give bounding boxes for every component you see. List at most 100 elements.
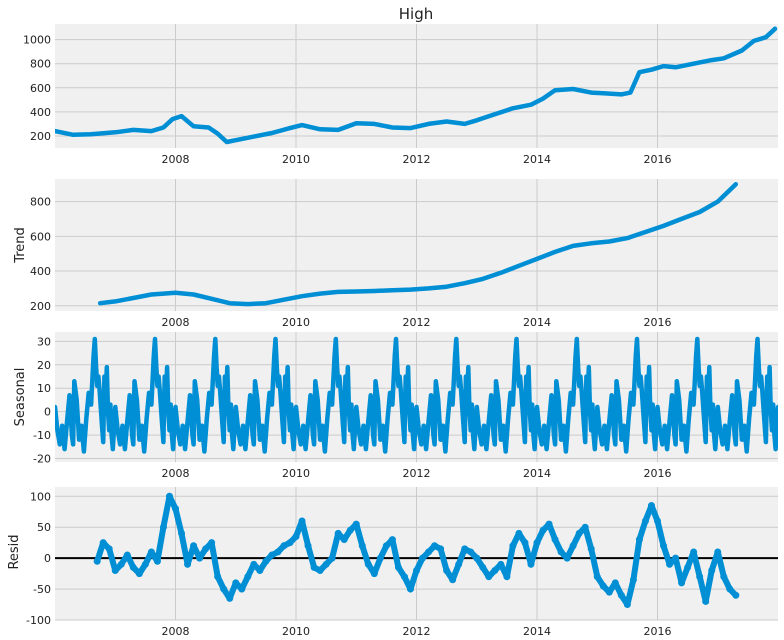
resid-point bbox=[268, 551, 276, 559]
resid-point bbox=[467, 548, 475, 556]
resid-point bbox=[334, 529, 342, 537]
resid-point bbox=[159, 523, 167, 531]
resid-point bbox=[660, 542, 668, 550]
resid-point bbox=[563, 554, 571, 562]
resid-point bbox=[400, 573, 408, 581]
resid-point bbox=[99, 539, 107, 547]
resid-point bbox=[406, 585, 414, 593]
y-tick-label: 200 bbox=[30, 300, 51, 313]
resid-point bbox=[635, 536, 643, 544]
resid-point bbox=[280, 542, 288, 550]
y-tick-label: 50 bbox=[37, 521, 51, 534]
panel-resid: 2008 2010 2012 2014 2016 -100 -50 0 50 100 Resid bbox=[7, 487, 778, 638]
resid-point bbox=[503, 573, 511, 581]
resid-point bbox=[226, 594, 234, 602]
y-tick-label: -20 bbox=[33, 452, 51, 465]
resid-point bbox=[714, 548, 722, 556]
plot-area bbox=[97, 181, 739, 307]
resid-point bbox=[708, 567, 716, 575]
resid-point bbox=[165, 492, 173, 500]
resid-point bbox=[497, 560, 505, 568]
resid-point bbox=[292, 532, 300, 540]
panel-trend: 2008 2010 2012 2014 2016 200 400 600 800 Trend bbox=[13, 179, 778, 329]
x-tick-label: 2016 bbox=[644, 153, 672, 166]
x-tick-label: 2012 bbox=[403, 625, 431, 638]
resid-point bbox=[141, 560, 149, 568]
resid-point bbox=[732, 591, 740, 599]
resid-point bbox=[623, 601, 631, 609]
x-tick-label: 2016 bbox=[644, 625, 672, 638]
resid-point bbox=[244, 573, 252, 581]
x-tick-label: 2016 bbox=[644, 316, 672, 329]
resid-point bbox=[587, 545, 595, 553]
series-line bbox=[97, 181, 739, 307]
y-axis-label: Seasonal bbox=[13, 368, 28, 427]
resid-point bbox=[129, 563, 137, 571]
y-tick-label: 100 bbox=[30, 490, 51, 503]
resid-point bbox=[425, 548, 433, 556]
y-tick-label: -10 bbox=[33, 429, 51, 442]
resid-point bbox=[654, 517, 661, 525]
y-tick-label: 1000 bbox=[23, 34, 51, 47]
resid-point bbox=[455, 560, 463, 568]
y-tick-label: 600 bbox=[30, 82, 51, 95]
resid-point bbox=[557, 548, 565, 556]
x-tick-label: 2010 bbox=[282, 153, 310, 166]
y-axis-label: Resid bbox=[7, 534, 22, 569]
resid-point bbox=[298, 517, 306, 525]
y-tick-label: 0 bbox=[44, 406, 51, 419]
resid-point bbox=[178, 529, 186, 537]
y-tick-label: -50 bbox=[33, 583, 51, 596]
resid-point bbox=[629, 576, 637, 584]
resid-point bbox=[352, 520, 360, 528]
x-tick-label: 2012 bbox=[403, 153, 431, 166]
resid-point bbox=[153, 557, 161, 565]
resid-point bbox=[238, 585, 246, 593]
plot-area bbox=[55, 492, 778, 609]
y-tick-label: 600 bbox=[30, 230, 51, 243]
resid-point bbox=[581, 523, 589, 531]
resid-point bbox=[569, 542, 577, 550]
resid-point bbox=[316, 567, 324, 575]
x-tick-label: 2008 bbox=[162, 153, 190, 166]
resid-point bbox=[678, 579, 686, 587]
resid-point bbox=[394, 563, 402, 571]
x-tick-label: 2008 bbox=[162, 467, 190, 480]
resid-point bbox=[190, 542, 198, 550]
resid-point bbox=[388, 536, 396, 544]
x-tick-label: 2016 bbox=[644, 467, 672, 480]
x-tick-label: 2008 bbox=[162, 625, 190, 638]
resid-point bbox=[232, 579, 240, 587]
x-tick-label: 2010 bbox=[282, 625, 310, 638]
resid-point bbox=[647, 502, 655, 510]
resid-point bbox=[376, 554, 384, 562]
x-tick-label: 2010 bbox=[282, 316, 310, 329]
resid-point bbox=[509, 542, 517, 550]
resid-point bbox=[304, 542, 312, 550]
y-tick-label: -100 bbox=[26, 614, 51, 627]
resid-point bbox=[696, 573, 704, 581]
resid-point bbox=[443, 567, 451, 575]
y-tick-label: 800 bbox=[30, 58, 51, 71]
plot-area bbox=[55, 26, 778, 145]
resid-point bbox=[262, 557, 270, 565]
resid-point bbox=[93, 557, 101, 565]
x-tick-label: 2012 bbox=[403, 467, 431, 480]
resid-point bbox=[196, 554, 204, 562]
resid-point bbox=[605, 588, 613, 596]
resid-point bbox=[539, 526, 547, 534]
resid-point bbox=[214, 573, 222, 581]
resid-point bbox=[527, 560, 535, 568]
resid-point bbox=[449, 576, 457, 584]
series-line bbox=[55, 336, 778, 454]
resid-point bbox=[172, 505, 179, 513]
panel-seasonal: 2008 2010 2012 2014 2016 -20 -10 0 10 20 30 Seasona… bbox=[13, 332, 778, 480]
x-tick-label: 2008 bbox=[162, 316, 190, 329]
resid-point bbox=[599, 582, 607, 590]
resid-point bbox=[491, 567, 499, 575]
resid-point bbox=[485, 573, 493, 581]
resid-point bbox=[250, 560, 258, 568]
resid-point bbox=[666, 560, 674, 568]
resid-point bbox=[202, 545, 210, 553]
resid-point bbox=[328, 554, 336, 562]
